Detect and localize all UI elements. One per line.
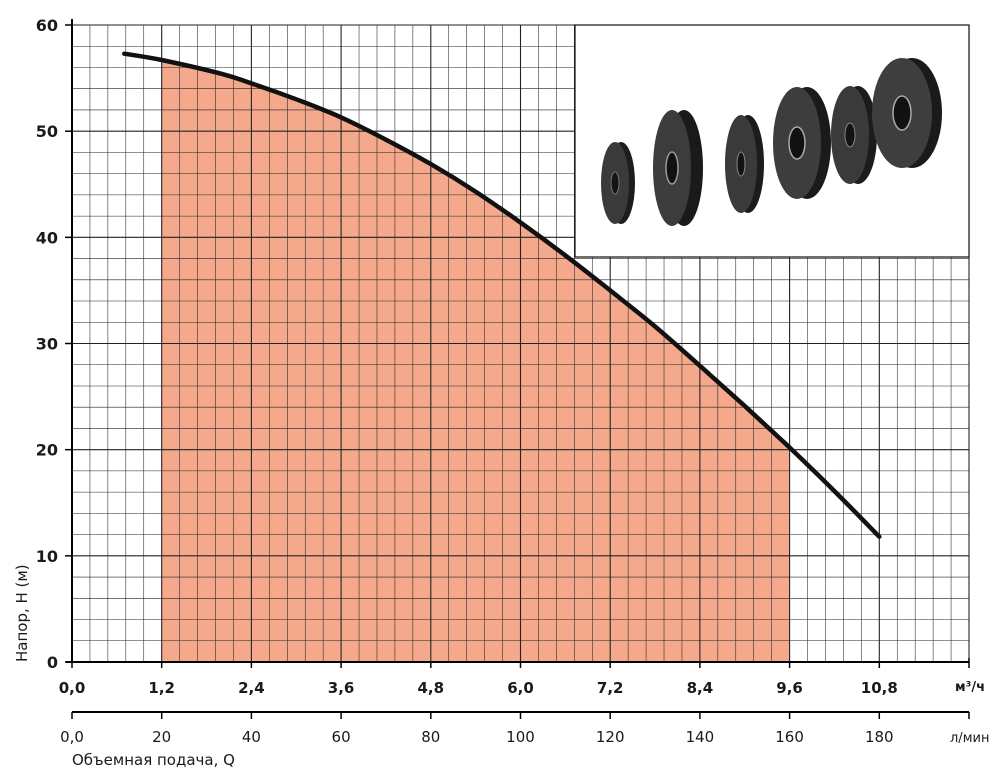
x-tick-label-primary: 4,8	[418, 679, 445, 697]
x-tick-label-primary: 7,2	[597, 679, 624, 697]
x-tick-label-secondary: 140	[686, 728, 715, 746]
y-axis-label: Напор, H (м)	[13, 564, 31, 662]
grid	[71, 24, 970, 663]
x-tick-label-secondary: 40	[242, 728, 261, 746]
x-tick-label-primary: 0,0	[59, 679, 86, 697]
x-tick-label-primary: 9,6	[776, 679, 803, 697]
y-tick-label: 50	[36, 122, 58, 141]
y-tick-label: 0	[47, 653, 58, 672]
impeller-stack-photo	[574, 24, 970, 258]
y-tick-label: 40	[36, 228, 58, 247]
impeller-6-icon	[872, 58, 942, 168]
x-unit-secondary: л/мин	[950, 731, 989, 746]
series-head-curve	[122, 51, 882, 539]
x-tick-label-primary: 6,0	[507, 679, 534, 697]
y-tick-label: 30	[36, 335, 58, 354]
x-tick-label-secondary: 160	[775, 728, 804, 746]
x-tick-labels-secondary: 0,0 20 40 60 80 100 120 140 160 180	[60, 728, 894, 746]
x-tick-label-secondary: 20	[152, 728, 171, 746]
x-tick-label-secondary: 60	[332, 728, 351, 746]
x-tick-label-primary: 10,8	[861, 679, 898, 697]
x-tick-label-primary: 3,6	[328, 679, 355, 697]
x-tick-label-secondary: 120	[596, 728, 625, 746]
x-tick-label-secondary: 100	[506, 728, 535, 746]
impeller-2-icon	[653, 110, 703, 226]
x-tick-label-primary: 2,4	[238, 679, 265, 697]
axes	[65, 19, 970, 719]
x-axis-label: Объемная подача, Q	[72, 751, 235, 769]
impeller-4-icon	[773, 87, 831, 199]
x-tick-label-secondary: 0,0	[60, 728, 84, 746]
impeller-5-icon	[831, 86, 877, 184]
x-tick-label-secondary: 80	[421, 728, 440, 746]
x-unit-primary: м³/ч	[955, 680, 985, 695]
x-tick-label-secondary: 180	[865, 728, 894, 746]
impeller-3-icon	[725, 115, 764, 213]
impeller-1-icon	[601, 142, 635, 224]
y-tick-label: 10	[36, 547, 58, 566]
y-tick-labels: 0 10 20 30 40 50 60	[36, 16, 58, 672]
y-tick-label: 20	[36, 441, 58, 460]
x-tick-label-primary: 1,2	[148, 679, 175, 697]
x-tick-labels-primary: 0,0 1,2 2,4 3,6 4,8 6,0 7,2 8,4 9,6 10,8	[59, 679, 898, 697]
operating-range-area	[161, 60, 790, 662]
y-tick-label: 60	[36, 16, 58, 35]
x-tick-label-primary: 8,4	[687, 679, 714, 697]
